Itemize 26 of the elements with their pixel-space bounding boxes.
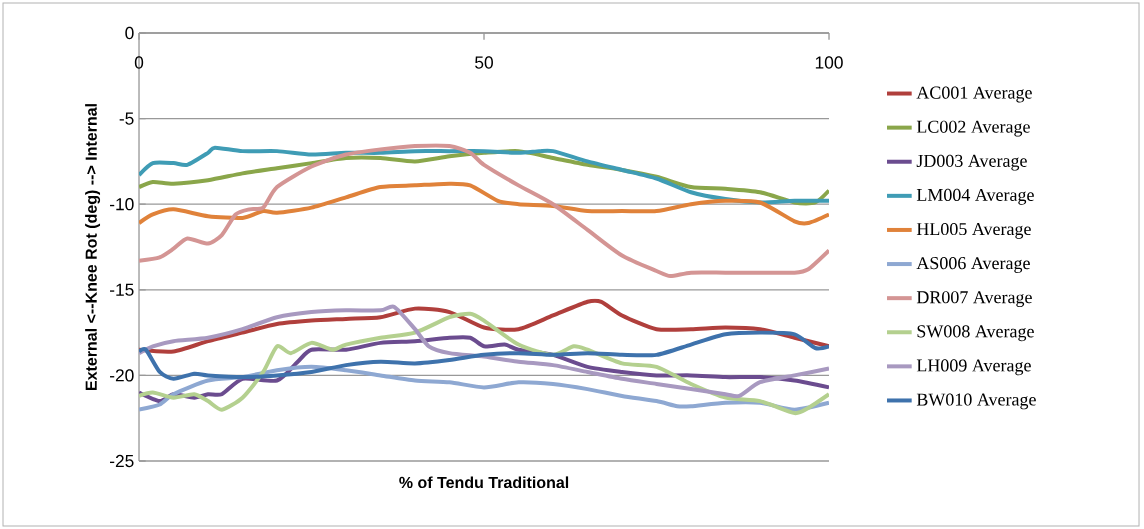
legend-label: SW008 Average (917, 325, 1034, 342)
line-series (139, 304, 830, 399)
legend-label: LH009 Average (916, 359, 1031, 376)
y-tick-label: -5 (119, 112, 134, 125)
y-tick-label: -10 (110, 198, 134, 211)
legend-label: AS006 Average (916, 257, 1030, 273)
legend-label: AC001 Average (916, 86, 1032, 103)
legend-label: JD003 Average (916, 154, 1027, 171)
y-axis-title: External <--Knee Rot (deg) --> Internal (85, 104, 101, 390)
line-series (139, 181, 830, 226)
line-series (139, 311, 830, 416)
y-tick-label: 0 (125, 26, 134, 40)
legend-label: LC002 Average (916, 120, 1030, 137)
x-tick-label: 0 (134, 56, 144, 69)
line-series (139, 330, 830, 381)
legend-label: DR007 Average (916, 291, 1032, 308)
x-axis-title: % of Tendu Traditional (399, 476, 569, 489)
legend-label: LM004 Average (916, 188, 1034, 205)
y-tick-label: -20 (110, 369, 134, 382)
legend-label: BW010 Average (916, 393, 1036, 410)
x-tick-label: 50 (475, 56, 493, 69)
x-tick-label: 100 (815, 56, 843, 69)
y-tick-label: -25 (110, 454, 134, 468)
y-tick-label: -15 (110, 283, 134, 296)
legend-label: HL005 Average (916, 222, 1031, 239)
line-series (139, 143, 830, 279)
